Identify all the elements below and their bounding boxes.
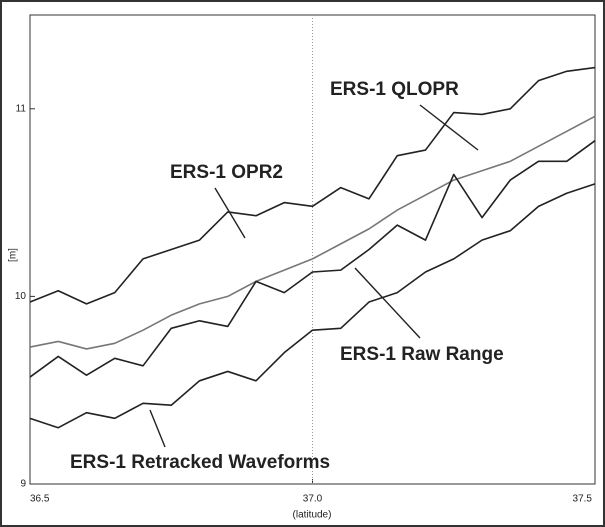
series-annotation: ERS-1 OPR2 bbox=[170, 162, 283, 183]
series-line bbox=[29, 115, 596, 350]
y-axis-label: [m] bbox=[8, 248, 19, 262]
leader-line bbox=[214, 187, 246, 239]
series-annotation: ERS-1 Raw Range bbox=[340, 344, 504, 365]
leader-line bbox=[354, 267, 421, 339]
series-annotation: ERS-1 QLOPR bbox=[330, 79, 459, 100]
x-tick-label: 37.5 bbox=[573, 494, 593, 505]
series-line bbox=[29, 140, 596, 378]
series-annotation: ERS-1 Retracked Waveforms bbox=[70, 452, 330, 473]
y-tick-label: 11 bbox=[16, 103, 27, 114]
x-tick-label: 37.0 bbox=[303, 494, 323, 505]
x-tick-label: 36.5 bbox=[30, 494, 50, 505]
series-line bbox=[29, 183, 596, 429]
y-tick-label: 10 bbox=[15, 291, 27, 302]
leader-line bbox=[419, 104, 479, 151]
series-line bbox=[29, 66, 596, 305]
leader-line bbox=[149, 409, 166, 448]
x-axis-label: (latitude) bbox=[293, 510, 332, 521]
y-tick-label: 9 bbox=[20, 479, 26, 490]
